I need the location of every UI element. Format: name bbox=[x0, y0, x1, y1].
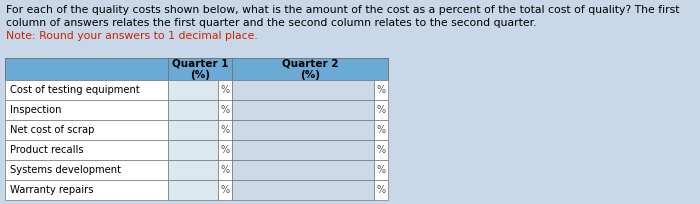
Text: %: % bbox=[377, 85, 386, 95]
Bar bbox=[5, 120, 168, 140]
Bar bbox=[0, 0, 700, 55]
Bar bbox=[232, 100, 374, 120]
Bar bbox=[218, 80, 232, 100]
Text: %: % bbox=[220, 125, 230, 135]
Bar bbox=[168, 180, 218, 200]
Bar bbox=[168, 100, 218, 120]
Text: %: % bbox=[220, 105, 230, 115]
Text: Warranty repairs: Warranty repairs bbox=[10, 185, 94, 195]
Bar bbox=[374, 120, 388, 140]
Bar bbox=[374, 160, 388, 180]
Bar bbox=[168, 80, 218, 100]
Bar bbox=[168, 120, 218, 140]
Text: %: % bbox=[377, 185, 386, 195]
Bar bbox=[232, 120, 374, 140]
Bar bbox=[5, 58, 388, 80]
Bar bbox=[232, 160, 374, 180]
Text: %: % bbox=[220, 85, 230, 95]
Text: %: % bbox=[220, 185, 230, 195]
Bar bbox=[232, 80, 374, 100]
Text: Quarter 1
(%): Quarter 1 (%) bbox=[172, 58, 228, 80]
Bar bbox=[232, 58, 388, 80]
Bar bbox=[5, 80, 168, 100]
Bar bbox=[374, 140, 388, 160]
Text: %: % bbox=[377, 165, 386, 175]
Text: %: % bbox=[377, 125, 386, 135]
Bar bbox=[218, 180, 232, 200]
Bar bbox=[218, 140, 232, 160]
Text: %: % bbox=[220, 145, 230, 155]
Bar bbox=[232, 140, 374, 160]
Text: %: % bbox=[377, 105, 386, 115]
Bar bbox=[168, 58, 232, 80]
Text: Inspection: Inspection bbox=[10, 105, 62, 115]
Bar bbox=[5, 58, 168, 80]
Bar bbox=[374, 100, 388, 120]
Bar bbox=[374, 80, 388, 100]
Bar bbox=[218, 100, 232, 120]
Text: Product recalls: Product recalls bbox=[10, 145, 83, 155]
Bar bbox=[168, 160, 218, 180]
Text: Net cost of scrap: Net cost of scrap bbox=[10, 125, 94, 135]
Text: Note: Round your answers to 1 decimal place.: Note: Round your answers to 1 decimal pl… bbox=[6, 31, 258, 41]
Bar bbox=[168, 140, 218, 160]
Bar bbox=[218, 160, 232, 180]
Bar bbox=[232, 180, 374, 200]
Bar bbox=[5, 100, 168, 120]
Text: Cost of testing equipment: Cost of testing equipment bbox=[10, 85, 140, 95]
Text: Systems development: Systems development bbox=[10, 165, 121, 175]
Text: %: % bbox=[220, 165, 230, 175]
Text: %: % bbox=[377, 145, 386, 155]
Bar bbox=[5, 160, 168, 180]
Bar bbox=[218, 120, 232, 140]
Bar bbox=[374, 180, 388, 200]
Bar bbox=[5, 180, 168, 200]
Bar bbox=[5, 140, 168, 160]
Text: For each of the quality costs shown below, what is the amount of the cost as a p: For each of the quality costs shown belo… bbox=[6, 5, 680, 15]
Text: column of answers relates the first quarter and the second column relates to the: column of answers relates the first quar… bbox=[6, 18, 536, 28]
Text: Quarter 2
(%): Quarter 2 (%) bbox=[281, 58, 338, 80]
